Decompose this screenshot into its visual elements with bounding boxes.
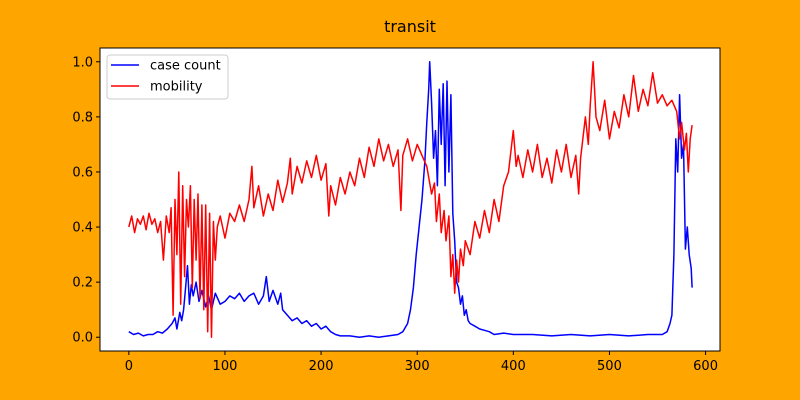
chart-title: transit [384, 17, 436, 36]
axis-ticks: 0 100 200 300 400 500 600 0.0 0.2 0.4 0.6 0.8 1.0 [72, 55, 718, 374]
x-tick-label: 100 [213, 359, 238, 374]
x-tick-label: 500 [597, 359, 622, 374]
legend-label-case-count: case count [150, 59, 221, 74]
y-tick-label: 1.0 [72, 55, 93, 70]
y-tick-label: 0.0 [72, 331, 93, 346]
x-tick-label: 300 [405, 359, 430, 374]
x-tick-label: 0 [125, 359, 133, 374]
series-layer [128, 61, 693, 338]
legend-box [106, 54, 229, 100]
series-line-mobility [128, 61, 693, 338]
x-tick-label: 400 [501, 359, 526, 374]
y-tick-label: 0.2 [72, 276, 93, 291]
y-tick-label: 0.8 [72, 110, 93, 125]
x-tick-label: 600 [693, 359, 718, 374]
plot-frame [99, 47, 721, 352]
chart-legend: case count mobility [106, 54, 229, 100]
x-tick-label: 200 [309, 359, 334, 374]
y-tick-label: 0.6 [72, 165, 93, 180]
series-line-case-count [128, 61, 693, 338]
legend-label-mobility: mobility [150, 80, 203, 95]
y-tick-label: 0.4 [72, 221, 93, 236]
